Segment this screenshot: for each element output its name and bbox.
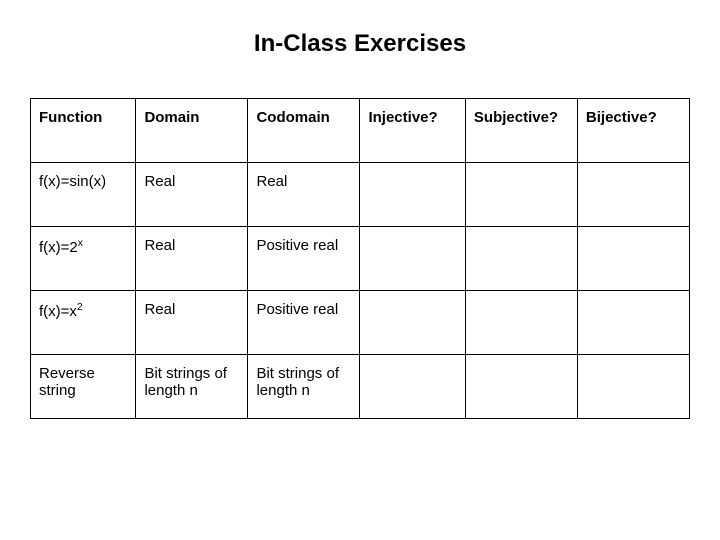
table-header-row: Function Domain Codomain Injective? Subj… xyxy=(31,99,690,163)
cell-injective xyxy=(360,291,465,355)
cell-bijective xyxy=(577,355,689,419)
page-title: In-Class Exercises xyxy=(30,30,690,58)
header-codomain: Codomain xyxy=(248,99,360,163)
header-injective: Injective? xyxy=(360,99,465,163)
cell-codomain: Positive real xyxy=(248,291,360,355)
cell-bijective xyxy=(577,163,689,227)
function-base: f(x)=x xyxy=(39,303,77,320)
function-sup: 2 xyxy=(77,301,83,313)
table-row: f(x)=2x Real Positive real xyxy=(31,227,690,291)
cell-subjective xyxy=(465,291,577,355)
cell-domain: Real xyxy=(136,163,248,227)
function-base: f(x)=2 xyxy=(39,239,78,256)
header-bijective: Bijective? xyxy=(577,99,689,163)
cell-domain: Real xyxy=(136,227,248,291)
cell-subjective xyxy=(465,227,577,291)
cell-function: f(x)=sin(x) xyxy=(31,163,136,227)
cell-bijective xyxy=(577,291,689,355)
cell-domain: Real xyxy=(136,291,248,355)
header-domain: Domain xyxy=(136,99,248,163)
cell-subjective xyxy=(465,163,577,227)
table-row: Reverse string Bit strings of length n B… xyxy=(31,355,690,419)
table-row: f(x)=sin(x) Real Real xyxy=(31,163,690,227)
cell-domain: Bit strings of length n xyxy=(136,355,248,419)
cell-injective xyxy=(360,355,465,419)
cell-function: f(x)=2x xyxy=(31,227,136,291)
cell-function: f(x)=x2 xyxy=(31,291,136,355)
cell-injective xyxy=(360,163,465,227)
cell-codomain: Bit strings of length n xyxy=(248,355,360,419)
cell-subjective xyxy=(465,355,577,419)
exercise-table: Function Domain Codomain Injective? Subj… xyxy=(30,98,690,419)
cell-codomain: Real xyxy=(248,163,360,227)
cell-codomain: Positive real xyxy=(248,227,360,291)
cell-bijective xyxy=(577,227,689,291)
table-row: f(x)=x2 Real Positive real xyxy=(31,291,690,355)
function-sup: x xyxy=(78,237,83,249)
header-function: Function xyxy=(31,99,136,163)
cell-function: Reverse string xyxy=(31,355,136,419)
cell-injective xyxy=(360,227,465,291)
header-subjective: Subjective? xyxy=(465,99,577,163)
